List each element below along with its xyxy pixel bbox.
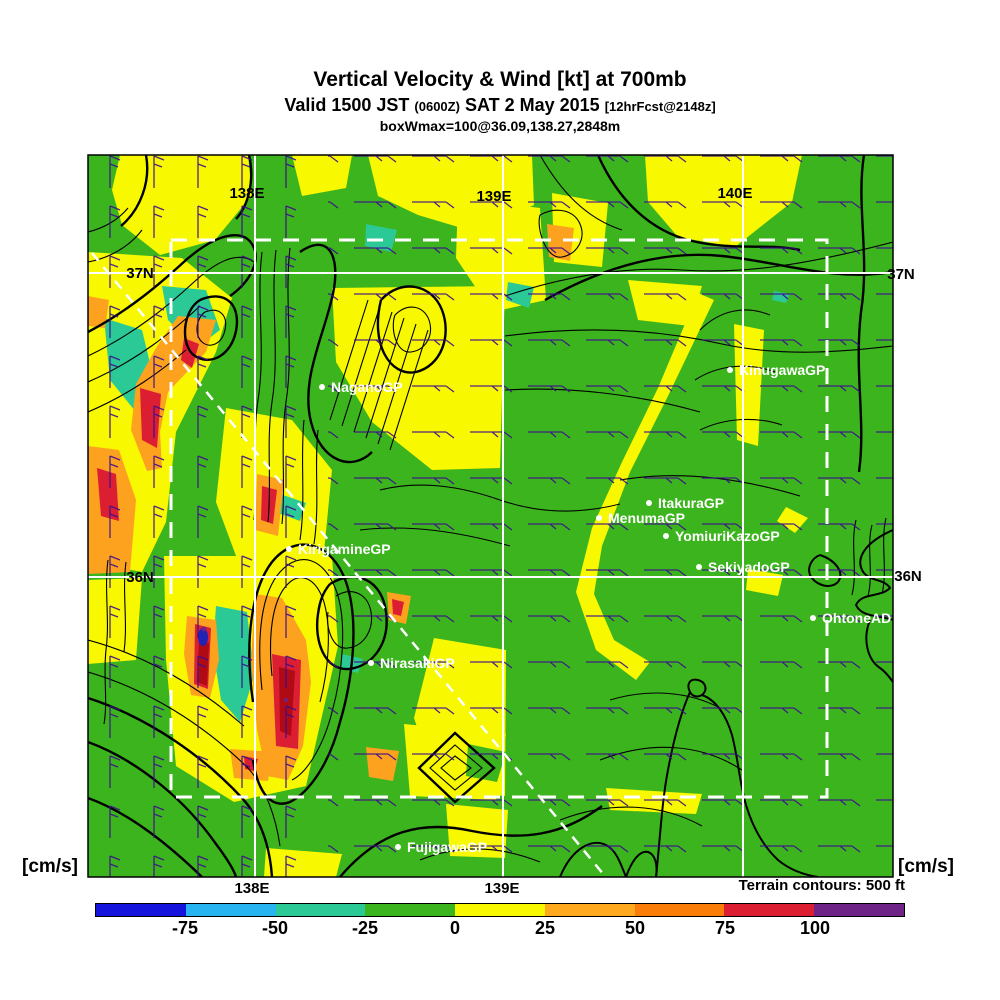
stations-layer: NaganoGP KinugawaGP ItakuraGP MenumaGP Y…	[286, 362, 891, 855]
colorbar-segment	[365, 904, 456, 916]
colorbar-tick: -25	[351, 918, 378, 938]
station-label: SekiyadoGP	[708, 559, 790, 575]
map-border	[87, 154, 894, 878]
colorbar-segment	[544, 904, 635, 916]
station-label: OhtoneAD	[822, 610, 891, 626]
chart-title: Vertical Velocity & Wind [kt] at 700mb	[313, 68, 687, 91]
colorbar-segment	[724, 904, 815, 916]
station-label: NirasakiGP	[380, 655, 455, 671]
forecast-box	[169, 238, 829, 799]
station: SekiyadoGP	[696, 559, 790, 575]
meridian-lines	[254, 155, 744, 877]
terrain-contours-note: Terrain contours: 500 ft	[738, 877, 905, 894]
station: KinugawaGP	[727, 362, 825, 378]
station-label: FujigawaGP	[407, 839, 487, 855]
colorbar-tick: -75	[171, 918, 198, 938]
meridian-label-top: 140E	[717, 185, 752, 202]
valid-utc: (0600Z)	[414, 99, 460, 115]
station: NirasakiGP	[368, 655, 455, 671]
colorbar-tick: 0	[449, 918, 460, 938]
station: KirigamineGP	[286, 541, 391, 557]
units-label-right: [cm/s]	[898, 856, 954, 877]
station-label: MenumaGP	[608, 510, 685, 526]
colorbar-tick: 25	[534, 918, 556, 938]
parallel-label-right: 36N	[894, 568, 922, 585]
colorbar-segment	[814, 904, 905, 916]
station: MenumaGP	[596, 510, 685, 526]
parallel-label-left: 36N	[126, 569, 154, 586]
valid-date: SAT 2 May 2015	[464, 95, 600, 116]
wind-barbs-west	[88, 155, 328, 877]
station: ItakuraGP	[646, 495, 724, 511]
title-block: Vertical Velocity & Wind [kt] at 700mb V…	[0, 68, 1000, 134]
colorbar-segment	[275, 904, 366, 916]
colorbar-segment	[96, 904, 186, 916]
station: YomiuriKazoGP	[663, 528, 780, 544]
parallel-label-right: 37N	[887, 266, 915, 283]
valid-time: Valid 1500 JST	[284, 95, 410, 116]
wind-barb-layer	[88, 155, 893, 877]
forecast-ref: [12hrFcst@2148z]	[604, 99, 716, 115]
wind-barbs-east	[328, 155, 893, 877]
cross-section-line	[91, 252, 605, 876]
station: FujigawaGP	[395, 839, 487, 855]
station: NaganoGP	[319, 379, 403, 395]
meridian-label-top: 138E	[229, 185, 264, 202]
meridian-label-bottom: 139E	[484, 880, 519, 897]
meridian-label-bottom: 138E	[234, 880, 269, 897]
station-label: ItakuraGP	[658, 495, 724, 511]
colorbar-segment	[185, 904, 276, 916]
parallel-label-left: 37N	[126, 265, 154, 282]
colorbar-tick: -50	[261, 918, 288, 938]
station-label: NaganoGP	[331, 379, 403, 395]
colorbar-segment	[634, 904, 725, 916]
axis-labels: 138E 139E 140E 37N 37N 36N 36N 138E 139E	[126, 185, 922, 897]
units-label-left: [cm/s]	[22, 856, 78, 877]
station: OhtoneAD	[810, 610, 891, 626]
station-label: KirigamineGP	[298, 541, 391, 557]
parallel-lines	[88, 272, 893, 578]
colorbar-tick: 100	[799, 918, 831, 938]
colorbar-tick: 75	[714, 918, 736, 938]
boxwmax-line: boxWmax=100@36.09,138.27,2848m	[379, 117, 621, 134]
meridian-label-top: 139E	[476, 188, 511, 205]
graticule-layer	[88, 155, 893, 877]
station-label: KinugawaGP	[739, 362, 825, 378]
colorbar-tick: 50	[624, 918, 646, 938]
station-label: YomiuriKazoGP	[675, 528, 780, 544]
colorbar-segment	[455, 904, 545, 916]
valid-line: Valid 1500 JST (0600Z) SAT 2 May 2015 [1…	[0, 95, 1000, 116]
colorbar	[95, 903, 905, 917]
